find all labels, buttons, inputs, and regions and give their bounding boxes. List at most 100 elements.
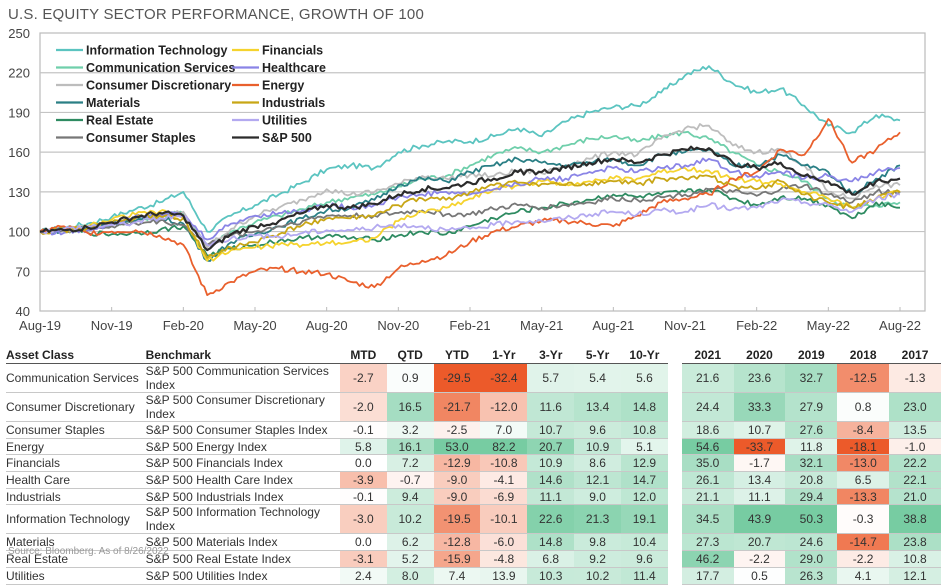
period-return-cell: 9.0 — [574, 488, 621, 506]
x-tick-label: Feb-21 — [449, 318, 490, 333]
asset-class-cell: Communication Services — [6, 363, 146, 393]
x-tick-label: Feb-22 — [736, 318, 777, 333]
period-return-cell: 6.2 — [386, 533, 434, 552]
legend-label: Materials — [86, 96, 140, 110]
period-return-cell: 20.7 — [527, 438, 575, 456]
table-row: Health Care S&P 500 Health Care Index -3.9… — [6, 471, 941, 489]
annual-return-cell: 10.7 — [733, 421, 786, 439]
annual-return-cell: 26.1 — [681, 471, 734, 489]
annual-return-cell: 29.4 — [785, 488, 838, 506]
period-return-cell: 3.2 — [386, 421, 434, 439]
gridlines — [39, 32, 926, 312]
header-2019: 2019 — [785, 346, 838, 364]
annual-return-cell: 43.9 — [733, 504, 786, 535]
table-gap — [667, 533, 682, 551]
period-return-cell: 14.7 — [621, 471, 668, 489]
series-line-s-p-500 — [39, 145, 901, 252]
header-2020: 2020 — [733, 346, 786, 364]
period-return-cell: -4.1 — [480, 471, 528, 489]
series-line-information-technology — [39, 65, 901, 234]
annual-return-cell: 10.8 — [889, 550, 941, 568]
annual-return-cell: -33.7 — [733, 438, 786, 456]
legend-label: S&P 500 — [262, 131, 312, 145]
series-line-consumer-staples — [39, 183, 901, 246]
table-gap — [667, 454, 682, 472]
period-return-cell: 8.6 — [574, 454, 621, 473]
table-gap — [667, 392, 682, 422]
period-return-cell: -0.1 — [339, 488, 387, 506]
table-row: Communication Services S&P 500 Communicat… — [6, 363, 941, 393]
period-return-cell: 10.2 — [574, 567, 621, 585]
y-tick-label: 220 — [8, 66, 30, 81]
header-1yr: 1-Yr — [480, 346, 528, 364]
legend-label: Information Technology — [86, 44, 227, 58]
asset-class-cell: Utilities — [6, 567, 146, 585]
annual-return-cell: -13.0 — [837, 454, 890, 473]
period-return-cell: 9.4 — [386, 488, 434, 506]
annual-return-cell: 35.0 — [681, 454, 734, 473]
annual-return-cell: 18.6 — [681, 421, 734, 439]
performance-table: Asset Class Benchmark MTD QTD YTD 1-Yr 3… — [6, 346, 941, 585]
period-return-cell: 22.6 — [527, 504, 575, 535]
period-return-cell: -12.0 — [480, 392, 528, 422]
period-return-cell: 7.4 — [433, 567, 481, 585]
header-10yr: 10-Yr — [621, 346, 668, 364]
annual-return-cell: 20.7 — [733, 533, 786, 552]
table-row: Energy S&P 500 Energy Index 5.8 16.1 53.0 82.… — [6, 438, 941, 456]
period-return-cell: 10.2 — [386, 504, 434, 535]
annual-return-cell: 27.9 — [785, 392, 838, 422]
header-gap — [667, 346, 682, 364]
annual-return-cell: 20.8 — [785, 471, 838, 489]
period-return-cell: 82.2 — [480, 438, 528, 456]
table-gap — [667, 488, 682, 505]
asset-class-cell: Consumer Staples — [6, 421, 146, 439]
y-axis: 250 220 190 160 130 100 70 40 — [8, 26, 30, 319]
annual-return-cell: 32.1 — [785, 454, 838, 473]
annual-return-cell: 21.1 — [681, 488, 734, 506]
period-return-cell: 0.0 — [339, 533, 387, 552]
benchmark-cell: S&P 500 Consumer Discretionary Index — [145, 392, 340, 422]
annual-return-cell: -2.2 — [837, 550, 890, 568]
header-ytd: YTD — [433, 346, 481, 364]
period-return-cell: 16.1 — [386, 438, 434, 456]
benchmark-cell: S&P 500 Industrials Index — [145, 488, 340, 506]
y-tick-label: 70 — [16, 264, 30, 279]
table-gap — [667, 504, 682, 534]
series-line-materials — [39, 147, 901, 262]
period-return-cell: 5.4 — [574, 363, 621, 393]
legend-label: Healthcare — [262, 61, 326, 75]
asset-class-cell: Industrials — [6, 488, 146, 506]
y-tick-label: 40 — [16, 304, 30, 319]
period-return-cell: -4.8 — [480, 550, 528, 568]
period-return-cell: -9.0 — [433, 471, 481, 489]
asset-class-cell: Consumer Discretionary — [6, 392, 146, 422]
period-return-cell: 12.1 — [574, 471, 621, 489]
annual-return-cell: -1.0 — [889, 438, 941, 456]
period-return-cell: 10.9 — [574, 438, 621, 456]
period-return-cell: 8.0 — [386, 567, 434, 585]
legend-label: Communication Services — [86, 61, 235, 75]
annual-return-cell: 4.1 — [837, 567, 890, 585]
period-return-cell: 10.8 — [621, 421, 668, 439]
legend-label: Energy — [262, 79, 304, 93]
period-return-cell: 16.5 — [386, 392, 434, 422]
period-return-cell: -6.9 — [480, 488, 528, 506]
period-return-cell: -2.7 — [339, 363, 387, 393]
annual-return-cell: 38.8 — [889, 504, 941, 535]
x-tick-label: May-21 — [520, 318, 563, 333]
asset-class-cell: Financials — [6, 454, 146, 473]
annual-return-cell: 17.7 — [681, 567, 734, 585]
line-chart: 250 220 190 160 130 100 70 40 Aug-19 Nov-19 Feb-2… — [8, 26, 926, 333]
table-row: Materials S&P 500 Materials Index 0.0 6.2 -1… — [6, 533, 941, 552]
period-return-cell: 6.8 — [527, 550, 575, 568]
x-tick-label: Nov-21 — [664, 318, 706, 333]
table-gap — [667, 567, 682, 584]
period-return-cell: 0.0 — [339, 454, 387, 473]
period-return-cell: 0.9 — [386, 363, 434, 393]
period-return-cell: -3.1 — [339, 550, 387, 568]
x-tick-label: Aug-20 — [306, 318, 348, 333]
period-return-cell: 7.2 — [386, 454, 434, 473]
asset-class-cell: Health Care — [6, 471, 146, 489]
annual-return-cell: 22.2 — [889, 454, 941, 473]
benchmark-cell: S&P 500 Information Technology Index — [145, 504, 340, 535]
